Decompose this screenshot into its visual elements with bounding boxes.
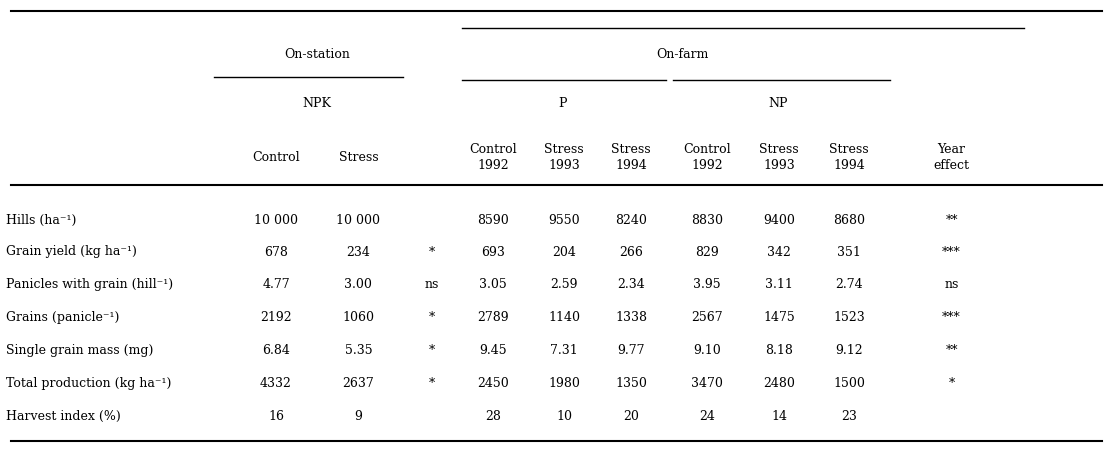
Text: 1060: 1060 [343,311,374,324]
Text: Harvest index (%): Harvest index (%) [6,410,120,423]
Text: 6.84: 6.84 [262,344,290,356]
Text: 9400: 9400 [764,214,795,227]
Text: P: P [558,97,567,110]
Text: 9.12: 9.12 [836,344,863,356]
Text: 204: 204 [552,246,577,258]
Text: 1500: 1500 [834,377,865,390]
Text: 9550: 9550 [549,214,580,227]
Text: 8.18: 8.18 [765,344,794,356]
Text: 678: 678 [264,246,288,258]
Text: 1475: 1475 [764,311,795,324]
Text: 1338: 1338 [615,311,647,324]
Text: *: * [429,344,435,356]
Text: 23: 23 [841,410,857,423]
Text: 693: 693 [481,246,505,258]
Text: 2450: 2450 [477,377,509,390]
Text: 1523: 1523 [834,311,865,324]
Text: 4332: 4332 [260,377,292,390]
Text: 1980: 1980 [549,377,580,390]
Text: ***: *** [943,311,961,324]
Text: 3470: 3470 [691,377,722,390]
Text: 2789: 2789 [477,311,509,324]
Text: *: * [429,311,435,324]
Text: On-station: On-station [284,48,351,60]
Text: 28: 28 [485,410,501,423]
Text: *: * [948,377,955,390]
Text: 2567: 2567 [691,311,722,324]
Text: 3.00: 3.00 [344,278,373,291]
Text: 10: 10 [556,410,572,423]
Text: 16: 16 [268,410,284,423]
Text: 2.74: 2.74 [836,278,863,291]
Text: Stress
1993: Stress 1993 [759,143,799,172]
Text: 2192: 2192 [260,311,292,324]
Text: 351: 351 [837,246,861,258]
Text: 8240: 8240 [615,214,647,227]
Text: NPK: NPK [303,97,332,110]
Text: 2.34: 2.34 [618,278,644,291]
Text: **: ** [945,344,958,356]
Text: 8680: 8680 [834,214,865,227]
Text: 5.35: 5.35 [345,344,372,356]
Text: 4.77: 4.77 [263,278,289,291]
Text: 234: 234 [346,246,371,258]
Text: 2480: 2480 [764,377,795,390]
Text: Year
effect: Year effect [934,143,969,172]
Text: 10 000: 10 000 [336,214,381,227]
Text: 9: 9 [354,410,363,423]
Text: 3.95: 3.95 [693,278,720,291]
Text: Control
1992: Control 1992 [470,143,516,172]
Text: 24: 24 [699,410,715,423]
Text: 3.05: 3.05 [480,278,506,291]
Text: Grain yield (kg ha⁻¹): Grain yield (kg ha⁻¹) [6,246,137,258]
Text: 8830: 8830 [691,214,722,227]
Text: 9.45: 9.45 [480,344,506,356]
Text: Hills (ha⁻¹): Hills (ha⁻¹) [6,214,76,227]
Text: 10 000: 10 000 [254,214,298,227]
Text: 8590: 8590 [477,214,509,227]
Text: Control: Control [253,151,299,164]
Text: 266: 266 [619,246,643,258]
Text: On-farm: On-farm [656,48,709,60]
Text: 9.77: 9.77 [618,344,644,356]
Text: Stress
1993: Stress 1993 [544,143,584,172]
Text: *: * [429,377,435,390]
Text: Single grain mass (mg): Single grain mass (mg) [6,344,152,356]
Text: Total production (kg ha⁻¹): Total production (kg ha⁻¹) [6,377,171,390]
Text: 1350: 1350 [615,377,647,390]
Text: 829: 829 [695,246,719,258]
Text: 2637: 2637 [343,377,374,390]
Text: Stress
1994: Stress 1994 [611,143,651,172]
Text: *: * [429,246,435,258]
Text: 9.10: 9.10 [693,344,720,356]
Text: Grains (panicle⁻¹): Grains (panicle⁻¹) [6,311,119,324]
Text: 20: 20 [623,410,639,423]
Text: 7.31: 7.31 [551,344,578,356]
Text: ***: *** [943,246,961,258]
Text: 342: 342 [767,246,791,258]
Text: Panicles with grain (hill⁻¹): Panicles with grain (hill⁻¹) [6,278,173,291]
Text: 1140: 1140 [549,311,580,324]
Text: ns: ns [945,278,958,291]
Text: NP: NP [768,97,788,110]
Text: Control
1992: Control 1992 [683,143,730,172]
Text: 14: 14 [771,410,787,423]
Text: Stress: Stress [338,151,378,164]
Text: Stress
1994: Stress 1994 [829,143,869,172]
Text: **: ** [945,214,958,227]
Text: ns: ns [425,278,439,291]
Text: 3.11: 3.11 [765,278,794,291]
Text: 2.59: 2.59 [551,278,578,291]
